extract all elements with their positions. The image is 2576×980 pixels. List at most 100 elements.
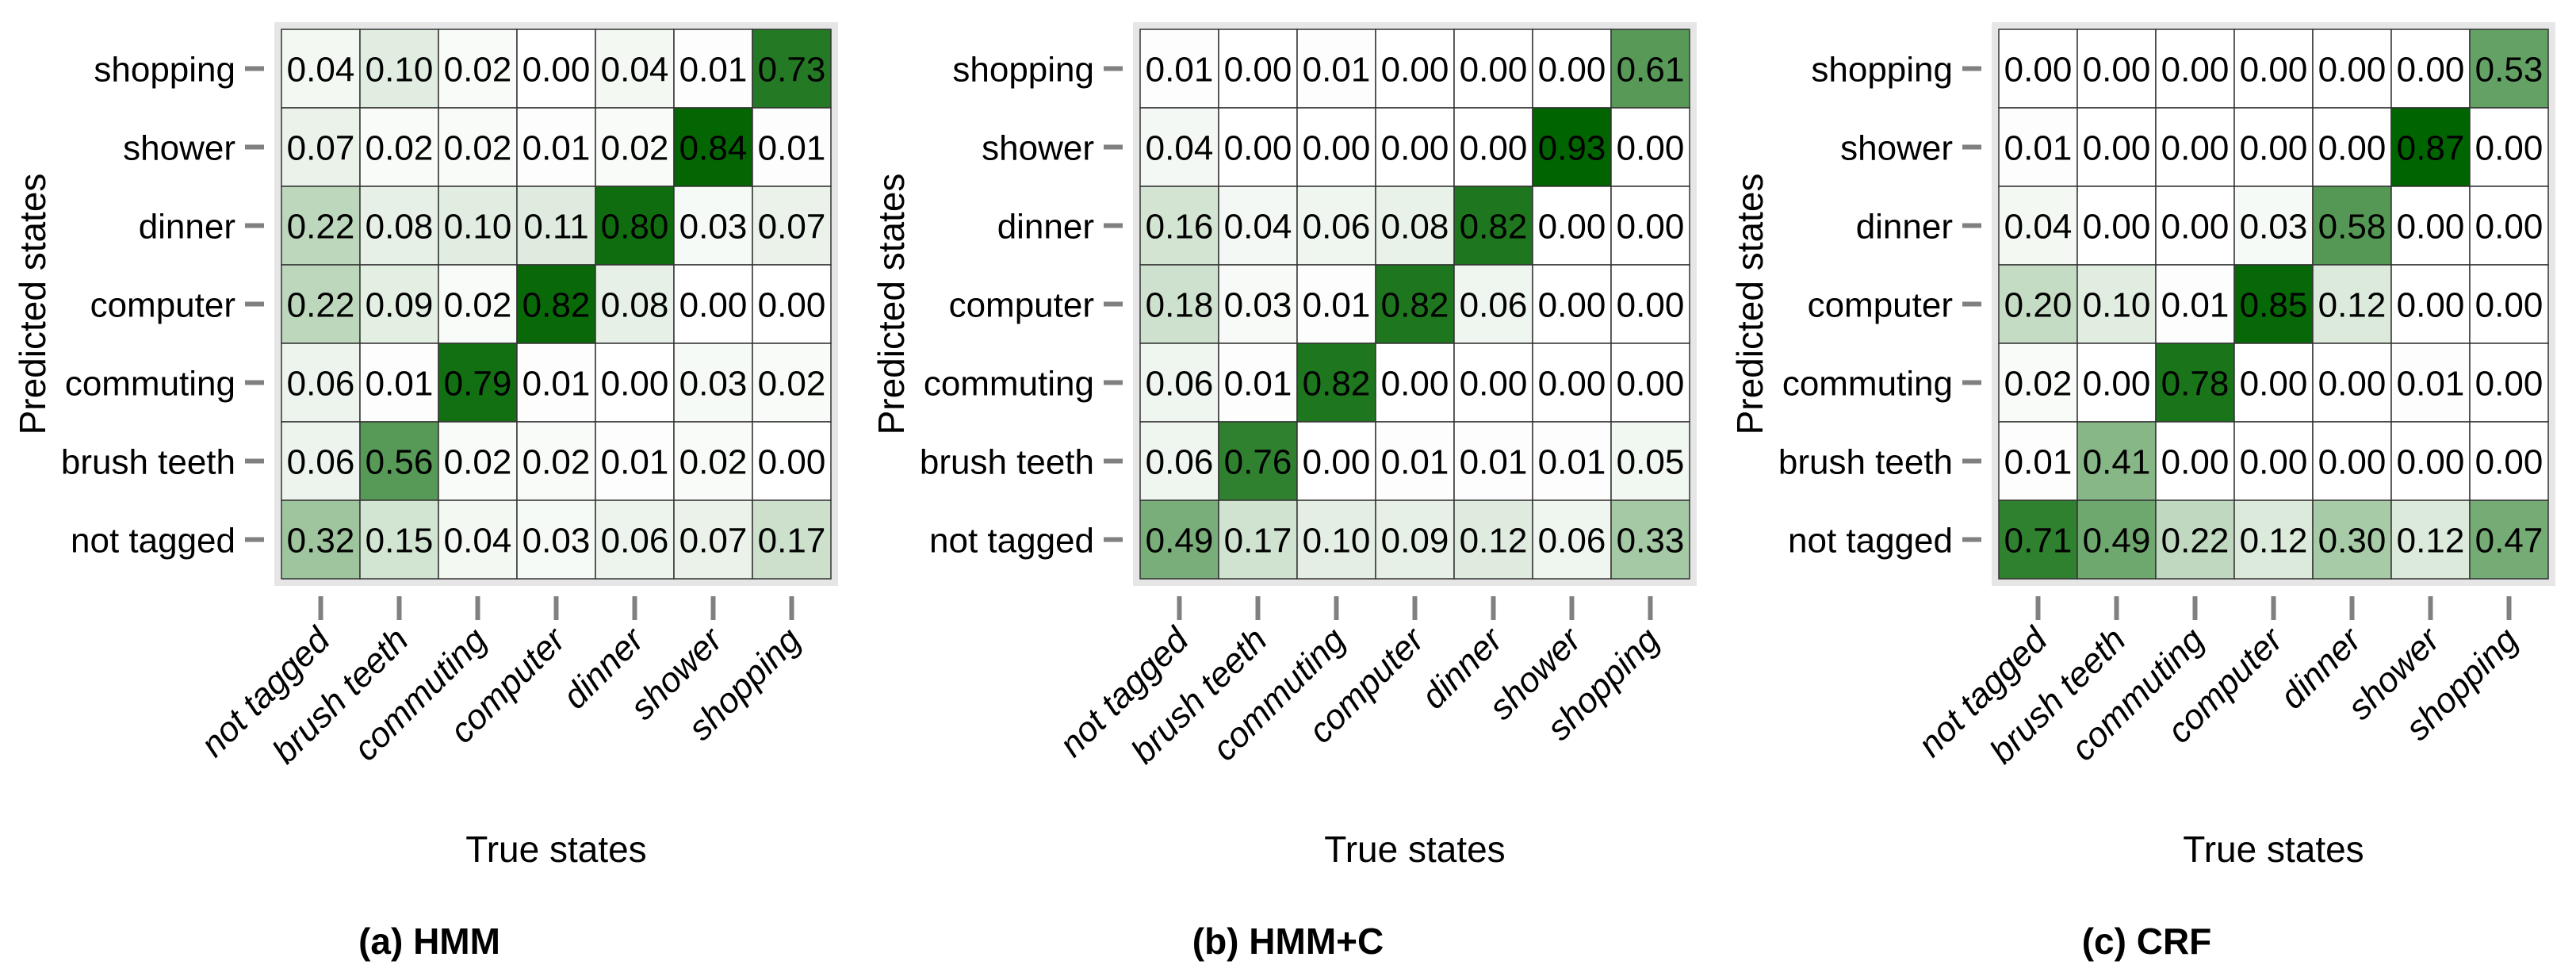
heatmap-cell [2076, 500, 2157, 580]
cell-value-label: 0.01 [679, 51, 748, 90]
cell-value-label: 0.00 [2397, 443, 2465, 482]
cell-value-label: 0.00 [2004, 51, 2073, 90]
cell-value-label: 0.02 [444, 51, 512, 90]
heatmap-cell [752, 264, 832, 344]
heatmap-cell [1532, 186, 1612, 266]
heatmap-cell [1139, 29, 1219, 109]
heatmap-cell [1532, 107, 1612, 187]
heatmap-cell [2390, 107, 2471, 187]
cell-value-label: 0.07 [758, 208, 826, 247]
cell-value-label: 0.00 [2161, 208, 2230, 247]
cell-value-label: 0.10 [444, 208, 512, 247]
y-tick-label: commuting [1782, 365, 1953, 404]
cell-value-label: 0.16 [1146, 208, 1214, 247]
cell-value-label: 0.82 [522, 286, 591, 325]
cell-value-label: 0.10 [366, 51, 434, 90]
cell-value-label: 0.12 [2240, 522, 2308, 561]
heatmap-cell [2390, 343, 2471, 423]
cell-value-label: 0.01 [1381, 443, 1449, 482]
cell-value-label: 0.49 [1146, 522, 1214, 561]
cell-value-label: 0.04 [1224, 208, 1292, 247]
cell-value-label: 0.09 [366, 286, 434, 325]
heatmap-cell [2469, 186, 2549, 266]
cell-value-label: 0.01 [601, 443, 669, 482]
cell-value-label: 0.07 [287, 129, 355, 168]
cell-value-label: 0.00 [1538, 286, 1606, 325]
heatmap-cell [281, 186, 361, 266]
heatmap-cell [1296, 421, 1376, 501]
heatmap-cell [2469, 343, 2549, 423]
cell-value-label: 0.00 [1538, 208, 1606, 247]
cell-value-label: 0.76 [1224, 443, 1292, 482]
heatmap-cell [516, 264, 596, 344]
cell-value-label: 0.00 [2240, 129, 2308, 168]
heatmap-cell [2155, 500, 2235, 580]
cell-value-label: 0.00 [2475, 208, 2543, 247]
hmm-panel: 0.04 0.10 0.02 0.00 0.04 0.01 0.73 0.07 0.02 0.02… [0, 0, 859, 980]
heatmap-cell [2312, 500, 2392, 580]
cell-value-label: 0.01 [758, 129, 826, 168]
y-tick-label: shower [123, 129, 235, 168]
heatmap-cell [438, 29, 518, 109]
heatmap-cell [1532, 29, 1612, 109]
cell-value-label: 0.02 [522, 443, 591, 482]
cell-value-label: 0.17 [1224, 522, 1292, 561]
heatmap-cell [1998, 343, 2078, 423]
heatmap-cell [1532, 343, 1612, 423]
cell-value-label: 0.00 [2318, 443, 2387, 482]
heatmap-cell [1453, 421, 1533, 501]
cell-value-label: 0.00 [2083, 208, 2151, 247]
cell-value-label: 0.02 [366, 129, 434, 168]
cell-value-label: 0.01 [1460, 443, 1528, 482]
heatmap-cell [359, 343, 439, 423]
cell-value-label: 0.08 [1381, 208, 1449, 247]
cell-value-label: 0.00 [2161, 443, 2230, 482]
cell-value-label: 0.04 [1146, 129, 1214, 168]
heatmap-cell [673, 500, 753, 580]
cell-value-label: 0.00 [1617, 286, 1685, 325]
heatmap-cell [1218, 421, 1298, 501]
cell-value-label: 0.12 [2318, 286, 2387, 325]
heatmap-cell [1610, 29, 1690, 109]
cell-value-label: 0.00 [2318, 51, 2387, 90]
cell-value-label: 0.00 [2318, 365, 2387, 404]
cell-value-label: 0.00 [1617, 365, 1685, 404]
y-axis: shopping shower dinner computer commuting bru… [61, 51, 264, 561]
cell-value-label: 0.06 [287, 443, 355, 482]
heatmap-cell [752, 107, 832, 187]
heatmap-cell [438, 186, 518, 266]
hmm-heatmap: 0.04 0.10 0.02 0.00 0.04 0.01 0.73 0.07 0.02 0.02… [12, 22, 838, 870]
cell-value-label: 0.01 [522, 365, 591, 404]
heatmap-cell [752, 421, 832, 501]
heatmap-cell [359, 500, 439, 580]
cell-value-label: 0.00 [1381, 129, 1449, 168]
cell-value-label: 0.03 [2240, 208, 2308, 247]
y-axis: shopping shower dinner computer commuting bru… [920, 51, 1123, 561]
cell-value-label: 0.00 [1538, 51, 1606, 90]
cell-value-label: 0.00 [1460, 51, 1528, 90]
cell-value-label: 0.01 [366, 365, 434, 404]
cell-value-label: 0.09 [1381, 522, 1449, 561]
heatmap-cell [2312, 29, 2392, 109]
cell-value-label: 0.01 [1538, 443, 1606, 482]
heatmap-cell [2469, 29, 2549, 109]
cell-value-label: 0.85 [2240, 286, 2308, 325]
y-tick-label: not tagged [929, 522, 1094, 561]
y-tick-label: brush teeth [920, 443, 1094, 482]
cell-value-label: 0.00 [2475, 286, 2543, 325]
heatmap-cell [359, 186, 439, 266]
y-tick-label: dinner [1856, 208, 1953, 247]
heatmap-cell [281, 500, 361, 580]
cell-value-label: 0.00 [758, 286, 826, 325]
heatmap-cell [1453, 343, 1533, 423]
cell-value-label: 0.12 [1460, 522, 1528, 561]
heatmap-cell [752, 29, 832, 109]
hmm-c-caption: (b) HMM+C [1192, 921, 1384, 962]
cell-value-label: 0.03 [1224, 286, 1292, 325]
heatmap-cell [1453, 29, 1533, 109]
x-axis-title: True states [1324, 829, 1505, 870]
cell-value-label: 0.00 [1224, 51, 1292, 90]
cell-value-label: 0.18 [1146, 286, 1214, 325]
y-tick-label: shopping [1811, 51, 1953, 90]
